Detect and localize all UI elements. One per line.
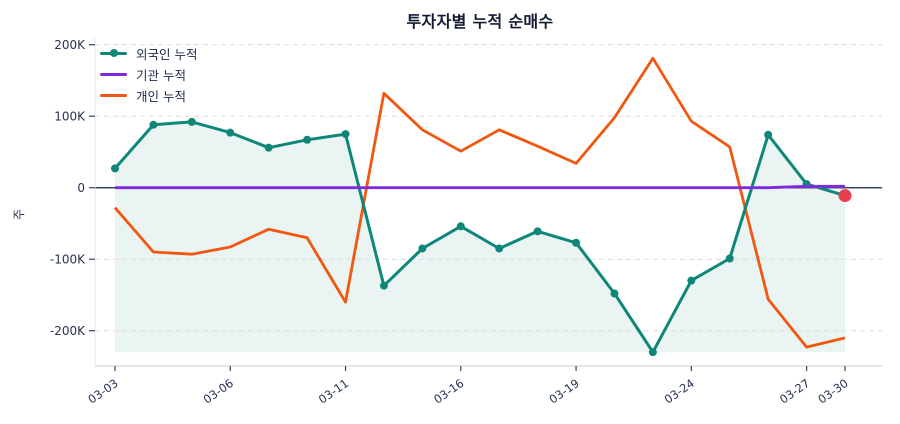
foreign-data-point bbox=[687, 276, 696, 285]
x-tick-label: 03-30 bbox=[815, 376, 850, 407]
legend-item: 외국인 누적 bbox=[100, 46, 198, 62]
foreign-data-point bbox=[264, 143, 273, 152]
y-tick-label: 0 bbox=[77, 181, 85, 195]
foreign-data-point bbox=[533, 227, 542, 236]
y-tick-label: -100K bbox=[50, 253, 86, 267]
line-icon bbox=[100, 88, 127, 102]
y-tick-label: -200K bbox=[50, 324, 86, 338]
foreign-data-point bbox=[495, 244, 504, 253]
foreign-data-point bbox=[149, 120, 158, 129]
foreign-data-point bbox=[725, 254, 734, 263]
last-point-highlight-dot bbox=[838, 189, 852, 203]
foreign-data-point bbox=[226, 128, 235, 137]
y-axis-label: 주 bbox=[12, 208, 26, 220]
foreign-data-point bbox=[648, 348, 657, 357]
foreign-data-point bbox=[303, 135, 312, 144]
legend-label: 외국인 누적 bbox=[136, 46, 198, 62]
x-tick-label: 03-06 bbox=[201, 376, 236, 407]
legend-label: 개인 누적 bbox=[136, 88, 186, 104]
foreign-area-fill bbox=[115, 121, 845, 353]
foreign-data-point bbox=[456, 222, 465, 231]
foreign-series-line bbox=[113, 120, 846, 354]
foreign-data-point bbox=[764, 130, 773, 139]
foreign-data-point bbox=[111, 164, 119, 173]
line-with-dot-icon bbox=[100, 46, 127, 60]
legend-item: 개인 누적 bbox=[100, 88, 197, 104]
x-tick-label: 03-16 bbox=[431, 376, 466, 407]
x-tick-label: 03-03 bbox=[85, 376, 120, 407]
line-icon bbox=[100, 67, 127, 81]
x-tick-label: 03-19 bbox=[546, 376, 581, 407]
institution-series-line bbox=[115, 184, 845, 190]
legend-label: 기관 누적 bbox=[136, 67, 186, 83]
foreign-data-point bbox=[572, 238, 581, 247]
x-tick-label: 03-27 bbox=[777, 376, 812, 407]
foreign-data-point bbox=[379, 281, 388, 290]
individual-series-line bbox=[113, 56, 846, 349]
x-tick-label: 03-24 bbox=[662, 376, 697, 407]
foreign-data-point bbox=[418, 244, 427, 253]
foreign-data-point bbox=[187, 117, 196, 126]
y-tick-label: 200K bbox=[54, 38, 86, 52]
x-tick-label: 03-11 bbox=[316, 376, 351, 407]
y-tick-label: 100K bbox=[54, 110, 86, 124]
foreign-data-point bbox=[610, 289, 619, 298]
chart-title: 투자자별 누적 순매수 bbox=[406, 12, 554, 31]
legend-item: 기관 누적 bbox=[100, 67, 197, 83]
foreign-data-point bbox=[341, 130, 350, 139]
